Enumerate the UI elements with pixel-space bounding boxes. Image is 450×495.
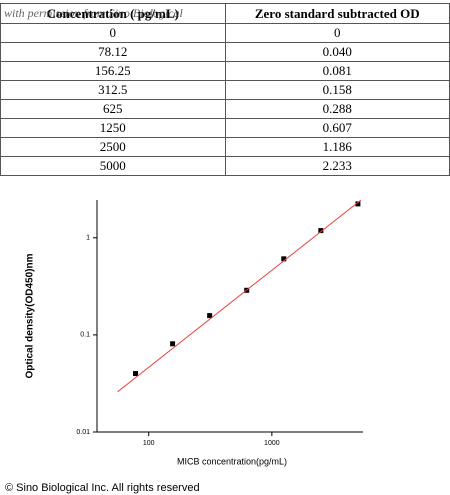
data-table: Concentration ( pg/mL) Zero standard sub… [0, 3, 450, 176]
x-tick-label: 1000 [264, 440, 280, 447]
table-row: 312.5 0.158 [0, 80, 450, 100]
data-point [170, 341, 176, 347]
table-cell: 312.5 [0, 80, 226, 100]
y-axis-label: Optical density(OD450)nm [25, 253, 36, 378]
footer: © Sino Biological Inc. All rights reserv… [5, 482, 200, 494]
data-point [355, 201, 361, 207]
y-tick-label: 0.1 [80, 332, 90, 339]
y-tick-label: 0.01 [76, 429, 90, 436]
table-row: 5000 2.233 [0, 156, 450, 176]
table-row: 1250 0.607 [0, 118, 450, 138]
table-cell: 2.233 [224, 156, 450, 176]
data-point [318, 228, 324, 234]
data-point [133, 371, 139, 377]
y-tick-label: 1 [86, 235, 90, 242]
data-point [207, 313, 213, 319]
data-point [281, 256, 287, 262]
x-axis-label: MICB concentration(pg/mL) [177, 456, 287, 466]
watermark: with permission from Sino Biological [4, 6, 183, 20]
fit-line [117, 199, 362, 393]
x-tick-label: 100 [143, 440, 155, 447]
